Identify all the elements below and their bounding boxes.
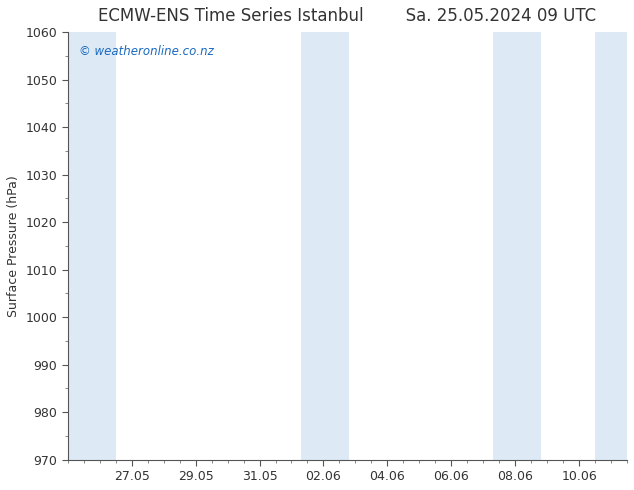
Bar — [68, 32, 84, 460]
Text: © weatheronline.co.nz: © weatheronline.co.nz — [79, 45, 214, 58]
Bar — [84, 32, 116, 460]
Title: ECMW-ENS Time Series Istanbul        Sa. 25.05.2024 09 UTC: ECMW-ENS Time Series Istanbul Sa. 25.05.… — [98, 7, 597, 25]
Bar — [301, 32, 317, 460]
Bar — [317, 32, 349, 460]
Bar — [595, 32, 627, 460]
Bar — [493, 32, 509, 460]
Y-axis label: Surface Pressure (hPa): Surface Pressure (hPa) — [7, 175, 20, 317]
Bar — [509, 32, 541, 460]
